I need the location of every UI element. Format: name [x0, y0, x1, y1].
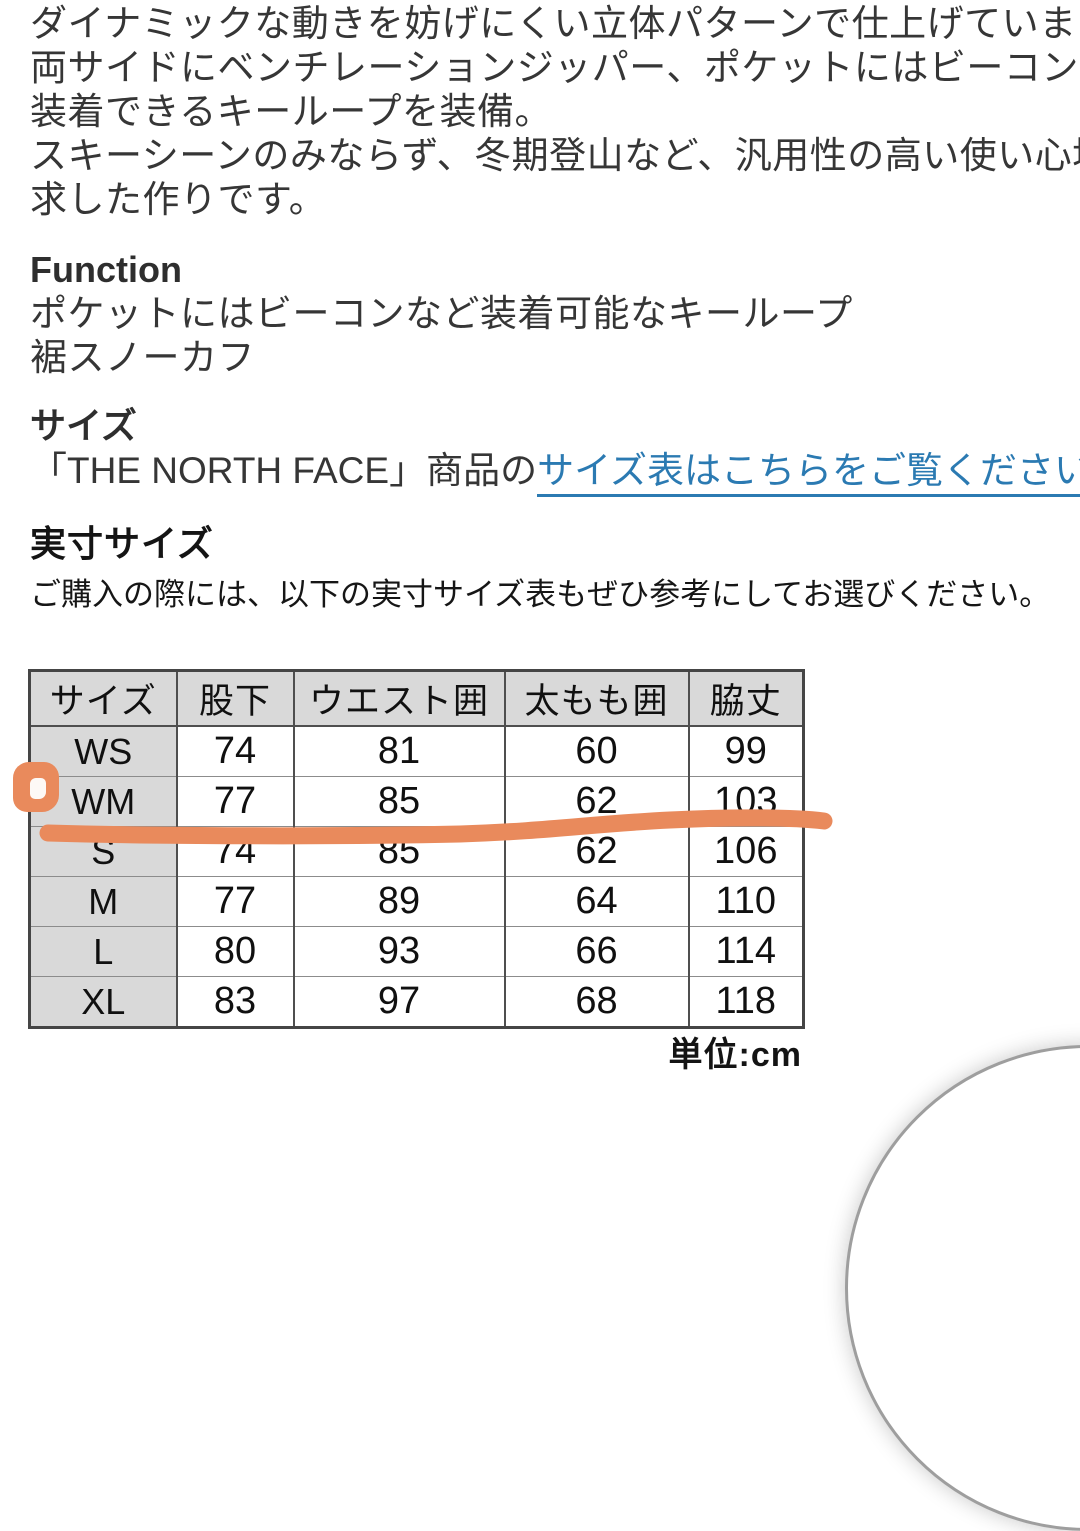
measurement-cell: 68 [503, 976, 690, 1028]
function-item: 裾スノーカフ [30, 337, 255, 378]
size-label-cell: XL [28, 976, 178, 1028]
unit-label: 単位:cm [668, 1036, 802, 1074]
size-heading: サイズ [30, 405, 137, 446]
table-row: XL 83 97 68 118 [28, 976, 805, 1028]
size-link-line: 「THE NORTH FACE」商品のサイズ表はこちらをご覧ください。 [30, 448, 1080, 497]
description-line: スキーシーンのみならず、冬期登山など、汎用性の高い使い心地を追 [30, 135, 1080, 176]
description-line: 装着できるキーループを装備。 [30, 91, 553, 132]
floating-action-button[interactable] [845, 1045, 1080, 1531]
description-line: ダイナミックな動きを妨げにくい立体パターンで仕上げています。 [30, 3, 1080, 44]
function-heading: Function [30, 249, 182, 290]
actual-size-heading: 実寸サイズ [30, 523, 214, 564]
size-table-column-header: 股下 [175, 669, 295, 727]
measurement-cell: 110 [687, 876, 805, 927]
function-item: ポケットにはビーコンなど装着可能なキーループ [30, 293, 853, 334]
measurement-cell: 85 [292, 826, 506, 877]
size-table-header-row: サイズ 股下 ウエスト囲 太もも囲 脇丈 [28, 669, 805, 727]
orange-marker-circle [13, 762, 59, 812]
measurement-cell: 60 [503, 725, 690, 777]
table-row: M 77 89 64 110 [28, 876, 805, 927]
function-items: ポケットにはビーコンなど装着可能なキーループ 裾スノーカフ [0, 292, 1080, 380]
measurement-cell: 77 [175, 876, 295, 927]
measurement-cell: 118 [687, 976, 805, 1028]
table-row-highlighted: WM 77 85 62 103 [28, 776, 805, 827]
orange-marker-hole [30, 778, 46, 799]
measurement-cell: 99 [687, 725, 805, 777]
size-table-column-header: ウエスト囲 [292, 669, 506, 727]
size-table-body: WS 74 81 60 99 WM 77 85 62 103 S 74 85 62 106 M 77 89 64 11… [28, 725, 805, 1028]
table-row: L 80 93 66 114 [28, 926, 805, 977]
size-table: サイズ 股下 ウエスト囲 太もも囲 脇丈 WS 74 81 60 99 WM 77 85 62 103 S 7… [28, 669, 805, 1029]
size-label-cell: M [28, 876, 178, 927]
size-label-cell: S [28, 826, 178, 877]
measurement-cell: 62 [503, 826, 690, 877]
table-row: WS 74 81 60 99 [28, 725, 805, 777]
size-link-prefix: 「THE NORTH FACE」商品の [30, 450, 538, 491]
measurement-cell: 114 [687, 926, 805, 977]
actual-size-note: ご購入の際には、以下の実寸サイズ表もぜひ参考にしてお選びください。 [30, 577, 1051, 612]
measurement-cell: 64 [503, 876, 690, 927]
measurement-cell: 93 [292, 926, 506, 977]
measurement-cell: 85 [292, 776, 506, 827]
measurement-cell: 97 [292, 976, 506, 1028]
measurement-cell: 74 [175, 826, 295, 877]
measurement-cell: 77 [175, 776, 295, 827]
size-chart-link[interactable]: サイズ表はこちらをご覧ください。 [537, 450, 1080, 497]
table-row: S 74 85 62 106 [28, 826, 805, 877]
measurement-cell: 62 [503, 776, 690, 827]
description-line: 求した作りです。 [30, 179, 327, 220]
measurement-cell: 83 [175, 976, 295, 1028]
measurement-cell: 80 [175, 926, 295, 977]
measurement-cell: 89 [292, 876, 506, 927]
measurement-cell: 81 [292, 725, 506, 777]
size-table-column-header: サイズ [28, 669, 178, 727]
size-label-cell: L [28, 926, 178, 977]
measurement-cell: 74 [175, 725, 295, 777]
measurement-cell: 103 [687, 776, 805, 827]
measurement-cell: 106 [687, 826, 805, 877]
size-table-column-header: 脇丈 [687, 669, 805, 727]
measurement-cell: 66 [503, 926, 690, 977]
size-table-column-header: 太もも囲 [503, 669, 690, 727]
description-line: 両サイドにベンチレーションジッパー、ポケットにはビーコンなどを [30, 47, 1080, 88]
description: ダイナミックな動きを妨げにくい立体パターンで仕上げています。 両サイドにベンチレー… [0, 0, 1080, 222]
